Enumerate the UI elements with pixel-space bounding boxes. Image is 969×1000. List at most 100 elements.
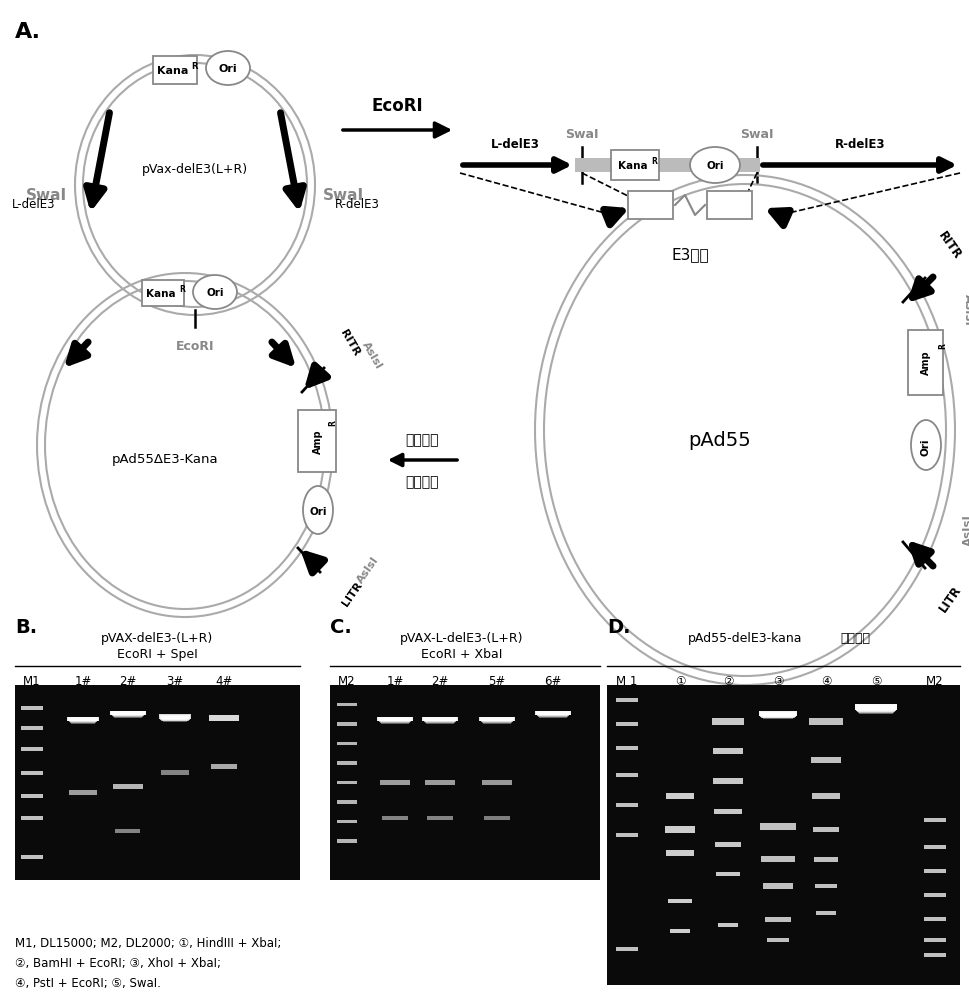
Bar: [161, 770, 189, 775]
Text: AsIsI: AsIsI: [360, 340, 384, 370]
Text: SwaI: SwaI: [26, 188, 67, 202]
Bar: [767, 938, 789, 942]
Bar: [924, 953, 946, 957]
Bar: [423, 717, 457, 721]
Bar: [924, 917, 946, 921]
Text: SwaI: SwaI: [565, 128, 599, 141]
Bar: [21, 706, 43, 710]
Bar: [535, 711, 571, 715]
Text: M1, DL15000; M2, DL2000; ①, HindIII + XbaI;
②, BamHI + EcoRI; ③, XhoI + XbaI;
④,: M1, DL15000; M2, DL2000; ①, HindIII + Xb…: [15, 937, 281, 990]
Text: M2: M2: [926, 675, 944, 688]
Text: Amp: Amp: [921, 351, 931, 375]
Bar: [337, 839, 357, 843]
Bar: [67, 716, 99, 720]
Text: EcoRI + SpeI: EcoRI + SpeI: [116, 648, 198, 661]
Text: Amp: Amp: [313, 430, 323, 454]
Bar: [718, 923, 738, 927]
Bar: [424, 718, 456, 722]
Bar: [760, 822, 796, 830]
Bar: [330, 685, 600, 880]
Text: Ori: Ori: [706, 161, 724, 171]
Text: AsIsI: AsIsI: [962, 294, 969, 326]
Bar: [425, 719, 455, 723]
Text: R: R: [938, 343, 947, 349]
Bar: [161, 716, 189, 721]
Text: R: R: [651, 157, 657, 166]
Bar: [21, 726, 43, 730]
Bar: [924, 845, 946, 849]
Bar: [115, 829, 141, 833]
Bar: [759, 711, 797, 716]
Bar: [337, 703, 357, 706]
Bar: [480, 717, 514, 721]
Bar: [537, 712, 569, 716]
Bar: [68, 717, 98, 721]
Text: AsIsI: AsIsI: [355, 555, 380, 585]
Bar: [714, 808, 742, 814]
Bar: [855, 704, 897, 710]
Bar: [856, 705, 896, 711]
Bar: [21, 747, 43, 751]
Bar: [337, 742, 357, 745]
Bar: [15, 685, 300, 880]
Bar: [69, 790, 97, 795]
Bar: [809, 718, 843, 724]
Text: EcoRI + XbaI: EcoRI + XbaI: [422, 648, 503, 661]
Bar: [111, 711, 145, 715]
Bar: [924, 818, 946, 822]
Bar: [422, 716, 458, 720]
Text: ⑤: ⑤: [871, 675, 881, 688]
Bar: [482, 719, 512, 723]
Text: Ori: Ori: [921, 438, 931, 456]
Bar: [21, 794, 43, 798]
Bar: [666, 850, 694, 856]
Bar: [69, 718, 97, 722]
Text: 6#: 6#: [545, 675, 562, 688]
Bar: [666, 793, 694, 799]
Bar: [761, 712, 795, 718]
Bar: [163, 717, 187, 722]
Text: pAd55: pAd55: [689, 430, 751, 450]
Text: R-delE3: R-delE3: [335, 198, 380, 212]
Text: pAd55ΔE3-Kana: pAd55ΔE3-Kana: [111, 454, 218, 466]
Text: 2#: 2#: [431, 675, 449, 688]
Bar: [761, 856, 795, 862]
Text: SwaI: SwaI: [740, 128, 774, 141]
Text: ①: ①: [674, 675, 685, 688]
Bar: [378, 717, 412, 721]
Bar: [426, 720, 454, 724]
Bar: [924, 938, 946, 942]
Bar: [763, 883, 793, 889]
Text: R-delE3: R-delE3: [834, 138, 886, 151]
Bar: [813, 826, 839, 832]
Bar: [337, 781, 357, 784]
Bar: [21, 855, 43, 859]
Bar: [70, 719, 96, 723]
Bar: [616, 722, 638, 726]
Bar: [716, 872, 740, 876]
Text: L-delE3: L-delE3: [490, 138, 540, 151]
Bar: [379, 718, 411, 722]
Text: 同源重组: 同源重组: [405, 433, 439, 447]
Text: EcoRI: EcoRI: [175, 340, 214, 353]
Text: E3基因: E3基因: [672, 247, 708, 262]
Text: RITR: RITR: [936, 229, 964, 262]
Bar: [715, 842, 741, 846]
Text: pVAX-delE3-(L+R): pVAX-delE3-(L+R): [101, 632, 213, 645]
Text: Ori: Ori: [309, 507, 327, 517]
Text: 4#: 4#: [215, 675, 233, 688]
Bar: [484, 816, 510, 820]
Bar: [21, 816, 43, 820]
Text: D.: D.: [607, 618, 631, 637]
Ellipse shape: [690, 147, 740, 183]
Bar: [427, 816, 453, 820]
Bar: [575, 158, 760, 172]
Bar: [380, 719, 410, 723]
Bar: [377, 716, 413, 720]
Text: R: R: [179, 285, 185, 294]
Bar: [337, 761, 357, 765]
Bar: [538, 713, 568, 717]
Bar: [816, 911, 836, 915]
Bar: [859, 708, 893, 714]
Bar: [536, 711, 570, 715]
